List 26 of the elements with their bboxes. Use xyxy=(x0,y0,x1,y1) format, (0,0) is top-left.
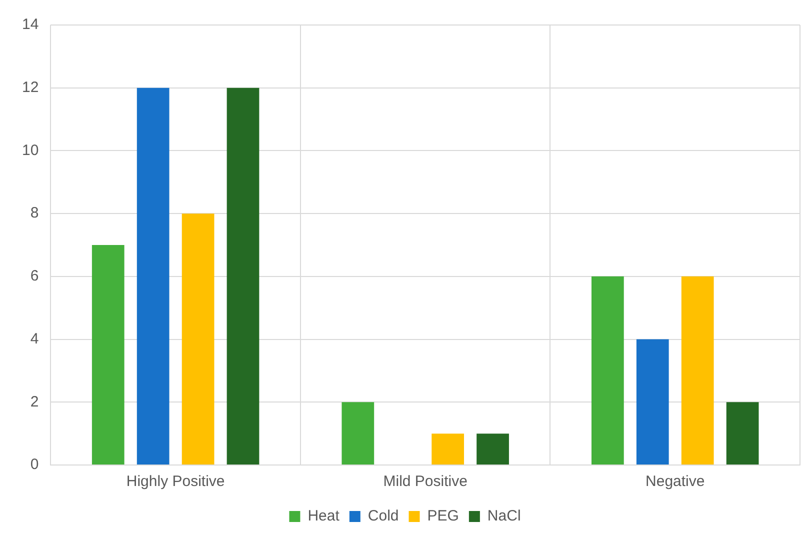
bar xyxy=(476,434,509,464)
y-tick-label: 10 xyxy=(22,142,39,159)
y-tick-label: 12 xyxy=(22,79,39,96)
legend-label: Cold xyxy=(368,508,399,525)
y-tick-label: 8 xyxy=(30,204,39,222)
bar xyxy=(342,402,374,464)
y-tick-label: 14 xyxy=(22,16,39,34)
bar xyxy=(92,245,124,464)
x-tick-label: Highly Positive xyxy=(126,473,225,490)
bar xyxy=(726,402,759,464)
bar xyxy=(226,88,260,464)
x-tick-label: Mild Positive xyxy=(383,473,468,490)
legend-label: PEG xyxy=(427,508,459,525)
bar xyxy=(136,88,170,464)
legend-label: NaCl xyxy=(487,508,521,525)
bar xyxy=(591,276,624,464)
y-tick-label: 4 xyxy=(30,330,39,348)
y-tick-label: 2 xyxy=(30,393,39,410)
bar xyxy=(636,339,669,464)
bar xyxy=(681,276,714,464)
bar xyxy=(432,434,464,464)
y-tick-label: 6 xyxy=(30,268,39,285)
legend-label: Heat xyxy=(308,508,340,525)
bar xyxy=(182,214,214,464)
x-tick-label: Negative xyxy=(646,473,705,490)
y-tick-label: 0 xyxy=(30,456,39,474)
